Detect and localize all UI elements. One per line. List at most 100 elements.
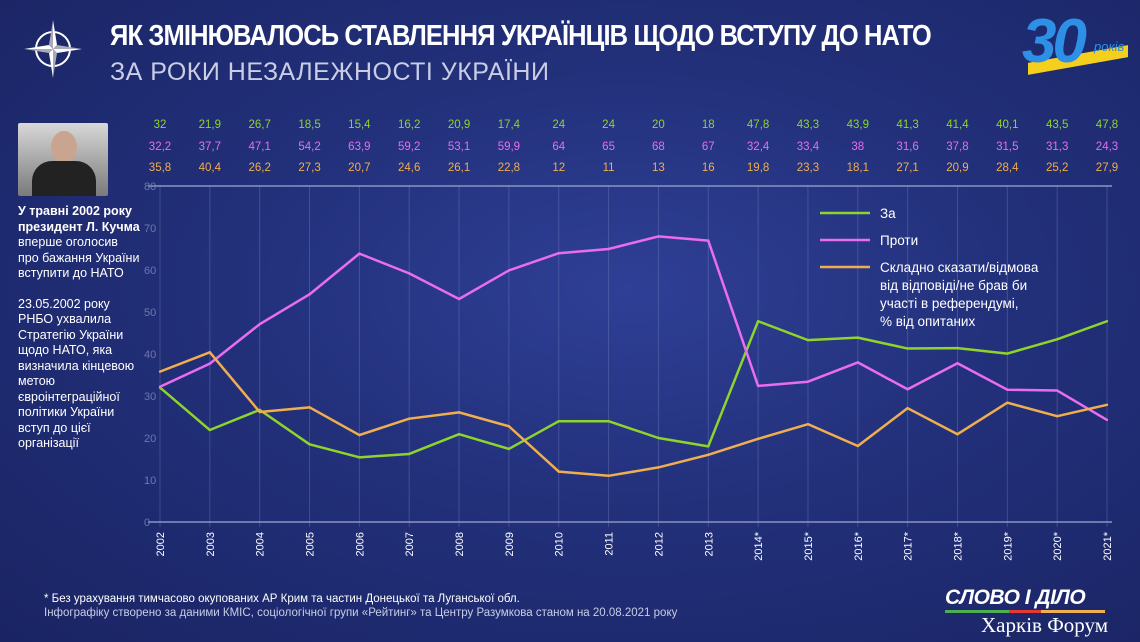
data-label: 43,3 <box>797 119 819 131</box>
legend-label: Проти <box>880 233 918 248</box>
data-label: 15,4 <box>348 119 371 131</box>
data-point <box>507 425 511 428</box>
data-label: 43,5 <box>1046 119 1068 131</box>
data-label: 47,8 <box>747 119 769 131</box>
data-point <box>308 406 311 409</box>
y-tick-label: 50 <box>144 307 156 319</box>
y-tick-label: 70 <box>144 223 156 235</box>
x-tick-label: 2019* <box>1002 531 1014 560</box>
x-tick-label: 2016* <box>853 531 865 560</box>
data-point <box>756 384 760 388</box>
data-point <box>956 433 959 436</box>
data-label: 21,9 <box>199 119 221 131</box>
data-point <box>856 361 859 364</box>
data-label: 13 <box>652 162 665 174</box>
data-point <box>657 436 660 440</box>
data-label: 26,2 <box>248 162 270 174</box>
data-point <box>657 466 660 469</box>
y-tick-label: 60 <box>144 265 156 277</box>
data-label: 65 <box>602 141 615 153</box>
data-point <box>806 338 810 342</box>
data-label: 31,3 <box>1046 141 1068 153</box>
data-label: 20,7 <box>348 162 370 174</box>
data-point <box>208 428 212 432</box>
y-tick-label: 30 <box>144 391 156 403</box>
data-point <box>208 351 212 354</box>
page-subtitle: ЗА РОКИ НЕЗАЛЕЖНОСТІ УКРАЇНИ <box>110 58 550 86</box>
sidebar-text1: вперше оголосив про бажання України всту… <box>18 235 140 280</box>
data-point <box>358 433 361 437</box>
data-label: 37,7 <box>199 141 221 153</box>
data-point <box>1006 388 1009 391</box>
data-label: 27,3 <box>298 162 320 174</box>
legend-label: від відповіді/не брав би <box>880 278 1027 293</box>
data-point <box>308 293 311 296</box>
data-label: 64 <box>552 141 565 153</box>
data-point <box>158 370 162 373</box>
x-tick-label: 2010 <box>554 532 566 556</box>
data-label: 23,3 <box>797 162 819 174</box>
y-tick-label: 0 <box>144 517 150 529</box>
data-label: 37,8 <box>946 141 968 153</box>
sidebar-bold: У травні 2002 року президент Л. Кучма <box>18 204 140 234</box>
data-label: 17,4 <box>498 119 521 131</box>
data-label: 26,7 <box>248 119 270 131</box>
data-label: 18,1 <box>847 162 869 174</box>
series-line-1 <box>159 235 1108 422</box>
data-point <box>607 474 610 477</box>
data-point <box>258 410 261 414</box>
logo-word: років <box>1094 39 1125 54</box>
data-label: 22,8 <box>498 162 520 174</box>
page-title: ЯК ЗМІНЮВАЛОСЬ СТАВЛЕННЯ УКРАЇНЦІВ ЩОДО … <box>110 20 932 52</box>
data-point <box>906 406 909 410</box>
data-point <box>408 272 411 275</box>
data-point <box>707 445 710 448</box>
x-tick-label: 2015* <box>803 531 815 560</box>
data-point <box>408 417 411 420</box>
legend-label: За <box>880 206 896 221</box>
data-label: 27,1 <box>896 162 918 174</box>
data-label: 43,9 <box>847 119 869 131</box>
data-label: 40,1 <box>996 119 1018 131</box>
x-tick-label: 2021* <box>1102 531 1114 560</box>
y-tick-label: 10 <box>144 475 156 487</box>
data-label: 20,9 <box>448 119 470 131</box>
data-point <box>806 380 810 383</box>
data-label: 32 <box>154 119 167 131</box>
x-tick-label: 2012 <box>653 532 665 556</box>
x-tick-label: 2005 <box>305 532 317 556</box>
data-point <box>557 470 560 473</box>
data-point <box>607 420 610 423</box>
series-line-0 <box>159 319 1108 459</box>
sidebar-text2: 23.05.2002 року РНБО ухвалила Стратегію … <box>18 296 135 451</box>
data-point <box>557 420 560 423</box>
data-label: 24,6 <box>398 162 420 174</box>
data-point <box>806 422 810 426</box>
data-point <box>308 443 311 446</box>
chart: 2002 2003 2004 2005 2006 2007 2008 2009 2010 2011… <box>144 119 1119 560</box>
data-point <box>1006 401 1009 404</box>
data-label: 12 <box>552 162 565 174</box>
x-tick-label: 2008 <box>454 532 466 556</box>
data-label: 28,4 <box>996 162 1019 174</box>
data-label: 26,1 <box>448 162 470 174</box>
data-label: 59,9 <box>498 141 520 153</box>
data-point <box>158 385 162 388</box>
data-label: 25,2 <box>1046 162 1068 174</box>
data-point <box>707 453 710 456</box>
data-label: 19,8 <box>747 162 769 174</box>
data-label: 16,2 <box>398 119 420 131</box>
data-label: 40,4 <box>199 162 222 174</box>
legend-label: Складно сказати/відмова <box>880 260 1039 275</box>
data-point <box>756 437 760 441</box>
data-point <box>208 362 212 365</box>
x-tick-label: 2013 <box>703 532 715 556</box>
data-point <box>1006 352 1009 355</box>
x-tick-label: 2014* <box>753 531 765 560</box>
data-point <box>258 322 261 326</box>
data-point <box>358 252 361 255</box>
data-label: 47,8 <box>1096 119 1118 131</box>
data-point <box>507 269 511 272</box>
data-point <box>507 447 511 451</box>
data-point <box>1105 418 1109 422</box>
